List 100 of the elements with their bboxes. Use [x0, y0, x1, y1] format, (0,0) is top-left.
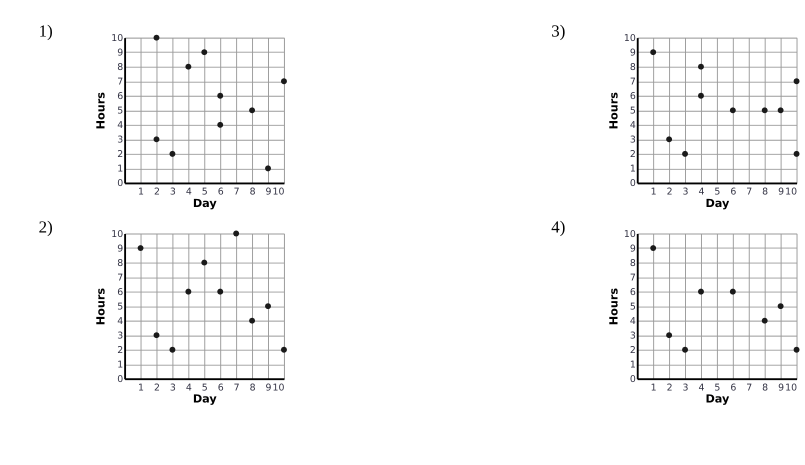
x-tick-label: 7: [746, 382, 752, 394]
x-tick-label: 9: [266, 186, 272, 198]
point: [233, 230, 240, 236]
point: [217, 122, 224, 128]
x-axis-title: Day: [705, 392, 730, 406]
y-tick-label: 6: [630, 91, 636, 102]
y-tick-label: 9: [630, 47, 636, 58]
x-tick-label: 7: [234, 186, 240, 198]
x-tick-label: 2: [666, 186, 673, 198]
y-tick-label: 3: [117, 330, 124, 342]
y-tick-label: 1: [117, 360, 124, 371]
x-tick-label: 9: [778, 382, 784, 394]
x-tick-label: 6: [218, 382, 224, 394]
chart-title: 2): [38, 218, 53, 237]
y-tick-label: 2: [630, 345, 636, 356]
y-tick-label: 5: [630, 106, 636, 117]
y-tick-label: 8: [630, 62, 636, 73]
y-tick-label: 5: [630, 301, 636, 312]
point: [280, 346, 287, 353]
x-tick-label: 1: [138, 186, 144, 198]
y-tick-label: 10: [111, 32, 124, 44]
y-tick-label: 7: [630, 76, 636, 88]
x-tick-label: 7: [234, 382, 240, 394]
point: [217, 288, 224, 295]
x-tick-label: 5: [714, 186, 720, 198]
x-tick-label: 2: [154, 186, 160, 198]
point: [698, 92, 704, 99]
y-tick-label: 7: [117, 272, 124, 284]
y-tick-label: 0: [117, 374, 124, 386]
y-tick-label: 0: [117, 178, 124, 190]
x-tick-label: 8: [762, 382, 768, 394]
point: [169, 346, 176, 353]
x-tick-label: 7: [746, 186, 752, 198]
x-tick-label: 3: [170, 382, 176, 394]
y-tick-label: 0: [630, 374, 636, 386]
y-tick-label: 0: [630, 178, 636, 190]
x-tick-label: 9: [266, 382, 272, 394]
x-tick-label: 1: [138, 382, 144, 394]
point: [249, 107, 256, 114]
point: [698, 64, 704, 70]
point: [698, 288, 704, 295]
y-tick-label: 9: [117, 243, 124, 254]
y-tick-label: 8: [630, 258, 636, 269]
point: [730, 107, 736, 114]
y-tick-label: 3: [117, 134, 124, 146]
y-axis-title: Hours: [607, 92, 620, 130]
x-tick-label: 4: [186, 382, 192, 394]
x-tick-label: 3: [170, 186, 176, 198]
x-axis-title: Day: [192, 392, 218, 406]
point: [265, 303, 271, 310]
y-tick-label: 9: [630, 243, 636, 254]
x-tick-label: 5: [202, 186, 208, 198]
point: [762, 318, 768, 324]
point: [650, 49, 656, 56]
point: [154, 332, 160, 338]
x-tick-label: 3: [682, 186, 689, 198]
point: [666, 332, 672, 338]
x-tick-label: 1: [650, 382, 657, 394]
chart-title: 1): [38, 22, 53, 41]
point: [201, 49, 208, 56]
x-tick-label: 10: [785, 186, 798, 198]
chart-title: 3): [551, 22, 566, 41]
point: [794, 78, 800, 84]
x-tick-label: 5: [714, 382, 720, 394]
point: [249, 318, 256, 324]
point: [682, 150, 688, 157]
point: [730, 288, 736, 295]
y-tick-label: 7: [117, 76, 124, 88]
y-tick-label: 10: [111, 228, 124, 240]
point: [794, 346, 800, 353]
x-axis-title: Day: [192, 196, 218, 210]
y-axis-title: Hours: [607, 288, 620, 326]
y-tick-label: 9: [117, 47, 124, 58]
y-tick-label: 10: [624, 32, 636, 44]
x-tick-label: 6: [730, 382, 736, 394]
point: [138, 245, 144, 252]
x-tick-label: 8: [250, 186, 256, 198]
y-tick-label: 7: [630, 272, 636, 284]
point: [762, 107, 768, 114]
x-tick-label: 5: [202, 382, 208, 394]
y-tick-label: 6: [630, 286, 636, 298]
y-tick-label: 8: [117, 62, 124, 73]
point: [154, 136, 160, 142]
y-tick-label: 5: [117, 106, 124, 117]
y-axis-title: Hours: [94, 288, 108, 326]
y-tick-label: 10: [624, 228, 636, 240]
point: [650, 245, 656, 252]
y-tick-label: 4: [630, 316, 636, 327]
x-tick-label: 10: [272, 382, 284, 394]
x-tick-label: 4: [698, 186, 704, 198]
y-tick-label: 3: [630, 134, 636, 146]
x-tick-label: 8: [762, 186, 768, 198]
y-tick-label: 3: [630, 330, 636, 342]
y-tick-label: 2: [117, 149, 124, 160]
point: [217, 92, 224, 99]
x-tick-label: 9: [778, 186, 784, 198]
point: [778, 303, 784, 310]
chart-title: 4): [551, 218, 566, 237]
point: [666, 136, 672, 142]
y-tick-label: 1: [630, 164, 636, 175]
